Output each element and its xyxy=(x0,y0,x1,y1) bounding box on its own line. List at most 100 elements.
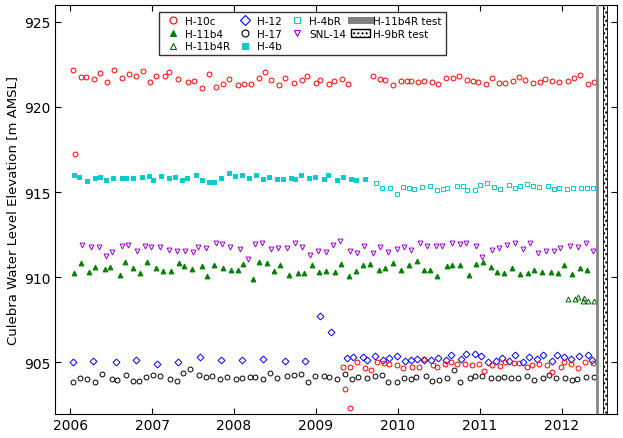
H-4b xyxy=(138,175,145,180)
H-10c xyxy=(590,80,597,85)
H-4b xyxy=(252,173,259,178)
H-4b xyxy=(158,174,165,179)
SNL-14 xyxy=(118,244,125,249)
H-4bR xyxy=(577,186,584,191)
H-17 xyxy=(251,374,259,380)
H-12 xyxy=(385,356,392,361)
Line: H-10c: H-10c xyxy=(71,68,596,92)
H-12 xyxy=(539,353,546,358)
H-4bR xyxy=(372,181,379,186)
H-4bR xyxy=(563,187,570,192)
H-4b xyxy=(184,176,191,181)
H-4b xyxy=(91,176,98,181)
H-12 xyxy=(457,357,464,362)
H-12 xyxy=(498,356,505,361)
H-4bR xyxy=(555,186,563,191)
H-4b xyxy=(109,176,117,181)
H-17 xyxy=(591,374,598,380)
H-4bR xyxy=(516,184,524,189)
H-4bR xyxy=(483,181,490,187)
H-12 xyxy=(477,353,484,359)
H-4bR xyxy=(476,184,483,189)
H-4bR xyxy=(378,186,385,191)
H-12 xyxy=(526,355,533,360)
H-17 xyxy=(186,366,194,371)
H-12 xyxy=(394,353,401,359)
H-4b xyxy=(118,176,125,181)
H-10c xyxy=(555,81,563,86)
H-4bR xyxy=(399,185,406,191)
H-4b xyxy=(325,173,332,179)
H-4b xyxy=(193,173,200,178)
H-12 xyxy=(414,357,421,362)
H-12 xyxy=(301,358,308,364)
H-4b xyxy=(103,177,110,183)
SNL-14 xyxy=(245,257,252,262)
H-10c xyxy=(190,79,197,84)
H-11b4R xyxy=(574,295,582,300)
H-4b xyxy=(226,171,233,177)
H-4b xyxy=(75,175,82,180)
H-11b4R xyxy=(584,298,591,304)
H-12 xyxy=(407,357,414,363)
SNL-14 xyxy=(306,253,313,258)
H-4b xyxy=(210,180,217,185)
H-17 xyxy=(70,380,77,385)
H-11b4 xyxy=(70,271,78,276)
H-12 xyxy=(435,355,442,360)
H-17 xyxy=(412,374,420,380)
H-4bR xyxy=(497,187,504,192)
H-4bR xyxy=(386,186,393,191)
H-12 xyxy=(196,355,203,360)
H-12 xyxy=(421,357,428,363)
H-4b xyxy=(178,178,186,184)
H-4bR xyxy=(453,184,460,189)
H-10c xyxy=(70,68,77,74)
H-11b4R xyxy=(591,298,598,304)
SNL-14 xyxy=(202,246,210,251)
H-4b xyxy=(149,178,156,183)
H-11b4R xyxy=(580,296,587,301)
H-12 xyxy=(511,353,519,358)
H-11b4R xyxy=(579,298,586,304)
H-4b xyxy=(238,173,245,178)
H-4b xyxy=(70,173,78,179)
Line: H-12: H-12 xyxy=(71,352,594,367)
H-11b4 xyxy=(294,270,302,276)
H-4b xyxy=(352,178,359,183)
H-12 xyxy=(588,357,596,363)
Line: H-4b: H-4b xyxy=(72,171,367,185)
H-12 xyxy=(492,358,500,364)
H-4b xyxy=(340,175,347,180)
H-4bR xyxy=(393,191,401,197)
H-4b xyxy=(265,175,273,180)
H-4bR xyxy=(472,188,479,193)
H-4b xyxy=(97,175,104,180)
H-4b xyxy=(217,176,225,181)
H-12 xyxy=(217,358,225,363)
H-4bR xyxy=(583,186,591,191)
H-10c xyxy=(381,78,389,84)
H-12 xyxy=(174,360,181,365)
H-4b xyxy=(361,177,368,182)
H-12 xyxy=(442,358,450,363)
H-4bR xyxy=(544,184,551,189)
H-4b xyxy=(231,174,239,179)
H-4bR xyxy=(459,184,467,189)
H-12 xyxy=(471,352,478,357)
H-11b4 xyxy=(227,268,234,273)
H-4bR xyxy=(439,187,447,193)
H-12 xyxy=(519,360,526,365)
H-4b xyxy=(205,180,212,185)
H-4bR xyxy=(569,186,577,191)
H-4bR xyxy=(464,188,471,194)
SNL-14 xyxy=(336,239,343,244)
SNL-14 xyxy=(78,243,86,248)
H-4bR xyxy=(411,187,418,192)
H-11b4 xyxy=(250,277,257,282)
H-4b xyxy=(298,173,305,179)
H-12 xyxy=(282,359,289,364)
H-10c xyxy=(389,83,396,88)
H-11b4 xyxy=(136,270,144,276)
H-12 xyxy=(132,357,140,362)
